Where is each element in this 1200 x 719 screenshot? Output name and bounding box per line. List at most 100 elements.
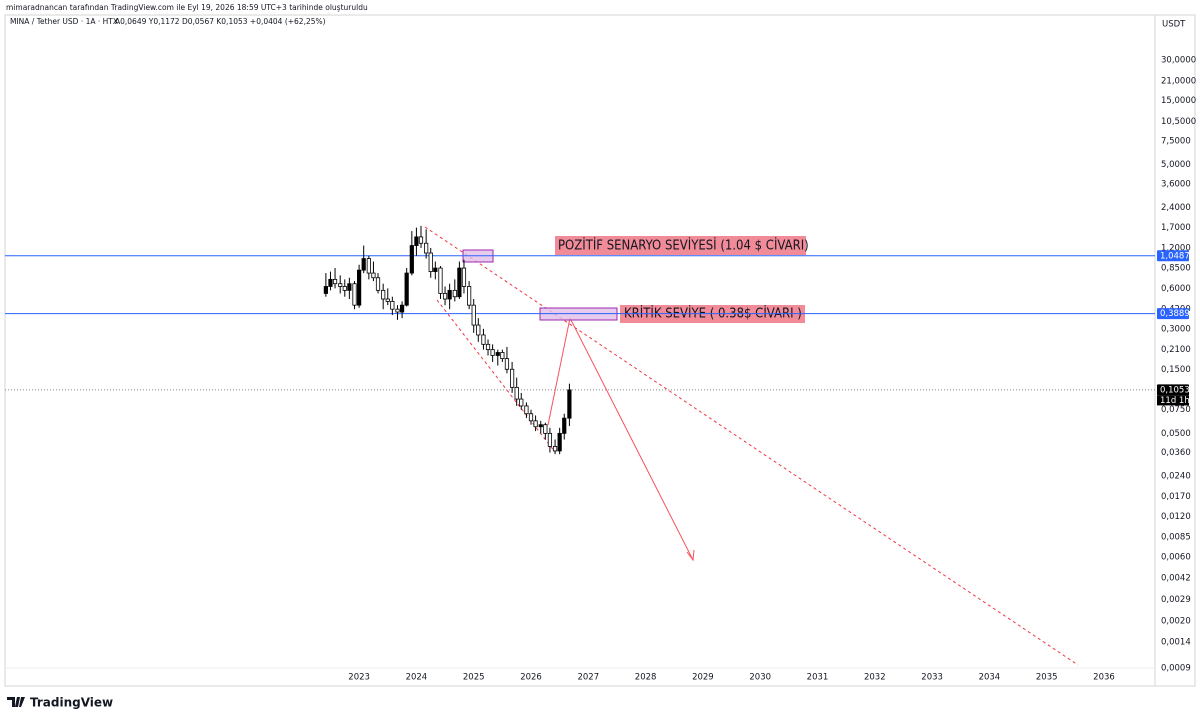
x-tick-label: 2030 [749,673,771,683]
price-badge [1157,384,1189,396]
candle-body [457,267,462,298]
candle-body [424,242,429,254]
candle-body [538,424,543,428]
candle-body [495,352,500,356]
candle-body [481,334,486,345]
candle-body [428,252,433,272]
x-tick-label: 2036 [1093,673,1115,683]
candle-body [357,269,362,306]
candle-body [338,283,343,287]
candle-body [510,368,515,388]
candle-body [547,432,553,447]
candle-body [381,289,386,300]
candle-body [447,289,452,300]
candle-body [347,283,352,291]
y-tick-label: 0,0170 [1161,492,1191,502]
candle-body [371,272,376,279]
y-tick-label: 0,0060 [1161,553,1191,563]
candle-body [485,343,491,351]
candle-body [490,349,495,356]
candles [323,225,572,455]
y-tick-label: 1,7000 [1161,223,1191,233]
candle-body [375,277,381,291]
annotation: POZİTİF SENARYO SEVİYESİ (1.04 $ CİVARI) [558,238,809,254]
y-tick-label: 0,0029 [1161,595,1191,605]
x-tick-label: 2027 [577,673,599,683]
candle-body [342,286,347,291]
candle-body [524,405,529,415]
y-tick-label: 0,0240 [1161,472,1191,482]
price-badge-label: 0,3889 [1160,309,1190,319]
candle-body [399,304,405,313]
price-badge-label: 0,1053 [1160,385,1190,395]
y-tick-label: 10,5000 [1161,117,1196,127]
candle-body [552,445,558,452]
currency: USDT [1162,20,1186,30]
candle-body [557,432,562,452]
candle-body [504,358,510,370]
y-tick-label: 0,0500 [1161,429,1191,439]
candle-body [385,298,390,302]
x-tick-label: 2035 [1036,673,1058,683]
candle-body [519,398,524,407]
y-tick-label: 0,0750 [1161,405,1191,415]
y-tick-label: 3,6000 [1161,179,1191,189]
candle-body [328,278,333,287]
x-tick-label: 2032 [864,673,886,683]
y-tick-label: 5,0000 [1161,160,1191,170]
brand-name: TradingView [30,696,113,710]
y-tick-label: 0,3000 [1161,324,1191,334]
arrow-head [686,549,695,562]
candle-body [366,258,371,274]
y-tick-label: 0,6000 [1161,284,1191,294]
candle-body [514,386,519,400]
candle-body [467,286,472,306]
price-badge-label: 1,0487 [1160,251,1190,261]
frame [4,14,1196,687]
candle-body [390,300,395,310]
countdown: 11d 1h [1160,396,1190,406]
trend-line [436,299,556,453]
x-tick-label: 2026 [520,673,542,683]
candle-body [471,304,476,326]
candle-body [442,293,448,300]
ohlc-text: A0,0649 Y0,1172 D0,0567 K0,1053 +0,0404 … [115,17,326,26]
candle-body [404,272,409,306]
countdown-badge [1157,395,1189,406]
credit: mimaradnancan tarafından TradingView.com… [6,3,368,12]
y-tick-label: 0,0009 [1161,663,1191,673]
candle-body [438,267,443,294]
candle-body [418,236,424,244]
y-tick-label: 21,0000 [1161,76,1196,86]
y-tick-label: 0,0360 [1161,448,1191,458]
y-tick-label: 7,5000 [1161,137,1191,147]
candle-body [500,352,505,360]
y-tick-label: 30,0000 [1161,56,1196,66]
candle-body [543,424,548,434]
y-tick-label: 1,2000 [1161,243,1191,253]
annotation-box [555,236,806,255]
x-tick-label: 2025 [463,673,485,683]
candle-body [414,236,419,246]
x-tick-label: 2028 [635,673,657,683]
y-tick-label: 15,0000 [1161,96,1196,106]
price-badge [1157,250,1189,262]
candle-body [533,420,538,428]
candle-body [528,413,534,422]
x-tick-label: 2029 [692,673,714,683]
candle-body [332,278,338,285]
x-tick-label: 2023 [348,673,370,683]
candle-body [452,289,457,298]
x-tick-label: 2034 [979,673,1001,683]
arrow-line [547,317,571,426]
arrow-line [569,317,694,561]
x-tick-label: 2024 [406,673,428,683]
candle-body [395,308,400,313]
x-tick-label: 2033 [921,673,943,683]
candle-body [409,245,414,274]
y-tick-label: 0,0120 [1161,512,1191,522]
y-tick-label: 0,2100 [1161,345,1191,355]
brand: TradingView [7,696,113,710]
candle-body [461,267,467,287]
symbol: MINA / Tether USD · 1A · HTX [10,17,118,26]
